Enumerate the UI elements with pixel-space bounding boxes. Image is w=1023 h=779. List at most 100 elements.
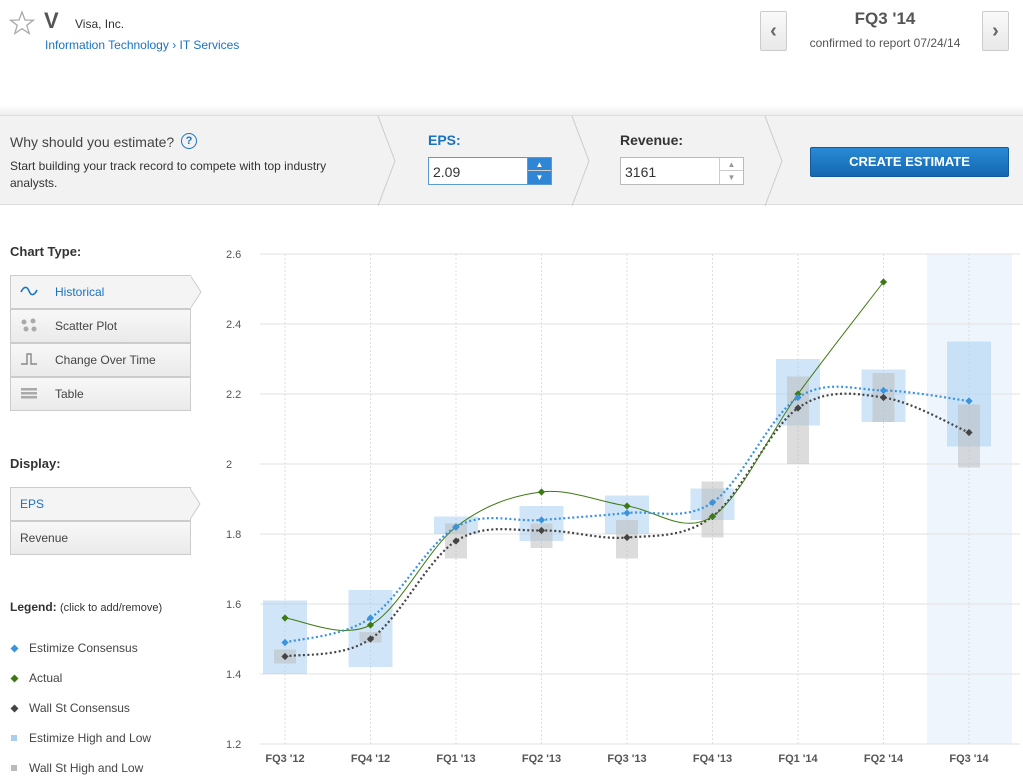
- eps-increment-button[interactable]: ▲: [528, 158, 551, 171]
- x-tick-label: FQ4 '12: [351, 753, 390, 765]
- chart-type-label: Scatter Plot: [55, 319, 118, 333]
- x-tick-label: FQ2 '14: [864, 753, 904, 765]
- chart-type-label: Historical: [55, 285, 105, 299]
- breadcrumb-industry-link[interactable]: IT Services: [179, 38, 240, 52]
- eps-input[interactable]: 2.09 ▲ ▼: [428, 157, 552, 185]
- x-tick-label: FQ4 '13: [693, 753, 732, 765]
- square-icon: [11, 734, 17, 741]
- x-tick-label: FQ1 '14: [778, 753, 818, 765]
- chevron-left-icon: ‹: [770, 19, 777, 42]
- diamond-icon: [10, 674, 19, 682]
- y-tick-label: 2.2: [226, 389, 241, 401]
- square-icon: [11, 764, 17, 771]
- legend-label: Wall St High and Low: [29, 761, 144, 775]
- actual-point: [281, 614, 289, 622]
- revenue-label: Revenue:: [620, 132, 684, 148]
- diamond-icon: [10, 644, 19, 652]
- bar-separators: [377, 116, 783, 206]
- y-tick-label: 1.4: [226, 669, 241, 681]
- estimize-consensus-point: [366, 614, 375, 622]
- legend-estimize-consensus[interactable]: Estimize Consensus: [10, 641, 138, 655]
- wave-icon: [19, 285, 39, 299]
- revenue-input[interactable]: 3161 ▲ ▼: [620, 157, 744, 185]
- chart-type-table[interactable]: Table: [10, 377, 191, 411]
- display-title: Display:: [10, 456, 61, 471]
- breadcrumb-sector-link[interactable]: Information Technology: [45, 38, 169, 52]
- estimize-consensus-point: [708, 498, 717, 507]
- x-tick-label: FQ3 '13: [607, 753, 646, 765]
- legend-hint: (click to add/remove): [60, 602, 163, 614]
- actual-point: [366, 621, 375, 629]
- wall-st-consensus-point: [623, 533, 631, 542]
- legend-estimize-high-low[interactable]: Estimize High and Low: [10, 731, 151, 745]
- eps-label: EPS:: [428, 132, 461, 148]
- legend-title-text: Legend:: [10, 600, 57, 614]
- star-icon[interactable]: [9, 10, 35, 36]
- revenue-increment-button[interactable]: ▲: [720, 158, 743, 171]
- quarter-title: FQ3 '14: [854, 9, 916, 28]
- x-tick-label: FQ2 '13: [522, 753, 561, 765]
- display-eps[interactable]: EPS: [10, 487, 191, 521]
- y-tick-label: 2: [226, 459, 232, 471]
- actual-point: [537, 488, 546, 496]
- legend-wall-st-consensus[interactable]: Wall St Consensus: [10, 701, 130, 715]
- estimize-consensus-point: [794, 393, 802, 402]
- estimize-consensus-point: [537, 516, 546, 524]
- divider: [0, 105, 1023, 115]
- actual-point: [708, 512, 717, 521]
- next-quarter-button[interactable]: ›: [982, 11, 1009, 51]
- report-date: confirmed to report 07/24/14: [809, 36, 961, 50]
- eps-decrement-button[interactable]: ▼: [528, 171, 551, 184]
- legend-wall-st-high-low[interactable]: Wall St High and Low: [10, 761, 143, 775]
- wall-st-consensus-point: [281, 652, 289, 661]
- wall-st-consensus-point: [794, 404, 802, 412]
- chart-type-historical[interactable]: Historical: [10, 275, 191, 309]
- y-tick-label: 1.6: [226, 599, 241, 611]
- legend-title: Legend: (click to add/remove): [10, 600, 162, 614]
- chart-type-label: Change Over Time: [55, 353, 156, 367]
- wall-st-range-bar: [701, 481, 724, 538]
- ticker-symbol: V: [44, 8, 59, 33]
- estimize-consensus-point: [623, 509, 631, 517]
- active-tab-pointer: [190, 275, 202, 309]
- estimize-consensus-point: [879, 386, 888, 395]
- chart-type-change-over-time[interactable]: Change Over Time: [10, 343, 191, 377]
- prev-quarter-button[interactable]: ‹: [760, 11, 787, 51]
- revenue-decrement-button[interactable]: ▼: [727, 173, 736, 182]
- eps-value[interactable]: 2.09: [433, 164, 461, 180]
- step-icon: [19, 352, 39, 369]
- revenue-value[interactable]: 3161: [625, 164, 657, 180]
- breadcrumb-separator: ›: [172, 38, 177, 52]
- estimize-consensus-point: [281, 638, 289, 647]
- why-estimate-text: Start building your track record to comp…: [10, 159, 327, 190]
- wall-st-range-bar: [787, 376, 809, 464]
- legend-actual[interactable]: Actual: [10, 671, 62, 685]
- wall-st-consensus-point: [537, 526, 546, 535]
- breadcrumb: Information Technology › IT Services: [45, 38, 239, 52]
- help-icon[interactable]: ?: [181, 133, 197, 149]
- active-tab-pointer: [189, 487, 201, 521]
- why-estimate-title: Why should you estimate?: [10, 134, 175, 150]
- scatter-icon: [19, 318, 39, 335]
- actual-point: [623, 502, 631, 510]
- legend-label: Actual: [29, 671, 63, 685]
- chart-type-scatter[interactable]: Scatter Plot: [10, 309, 191, 343]
- chart-type-label: Table: [55, 387, 84, 401]
- legend-label: Estimize High and Low: [29, 731, 152, 745]
- y-tick-label: 1.8: [226, 529, 241, 541]
- display-label: Revenue: [20, 531, 69, 545]
- display-revenue[interactable]: Revenue: [10, 521, 191, 555]
- create-estimate-button[interactable]: CREATE ESTIMATE: [810, 147, 1009, 177]
- diamond-icon: [10, 704, 19, 712]
- table-icon: [19, 387, 39, 402]
- wall-st-consensus-point: [452, 537, 460, 545]
- chart-type-title: Chart Type:: [10, 244, 82, 259]
- estimize-consensus-point: [965, 397, 973, 405]
- actual-point: [879, 278, 888, 286]
- eps-history-chart[interactable]: 1.2 1.4 1.6 1.8 2 2.2 2.4 2.6 FQ3 '12 FQ4 '12 FQ1 …: [200, 240, 1023, 779]
- legend-label: Wall St Consensus: [29, 701, 130, 715]
- y-tick-label: 1.2: [226, 739, 241, 751]
- x-tick-label: FQ3 '14: [949, 753, 989, 765]
- wall-st-consensus-point: [879, 393, 888, 402]
- wall-st-consensus-point: [366, 635, 375, 643]
